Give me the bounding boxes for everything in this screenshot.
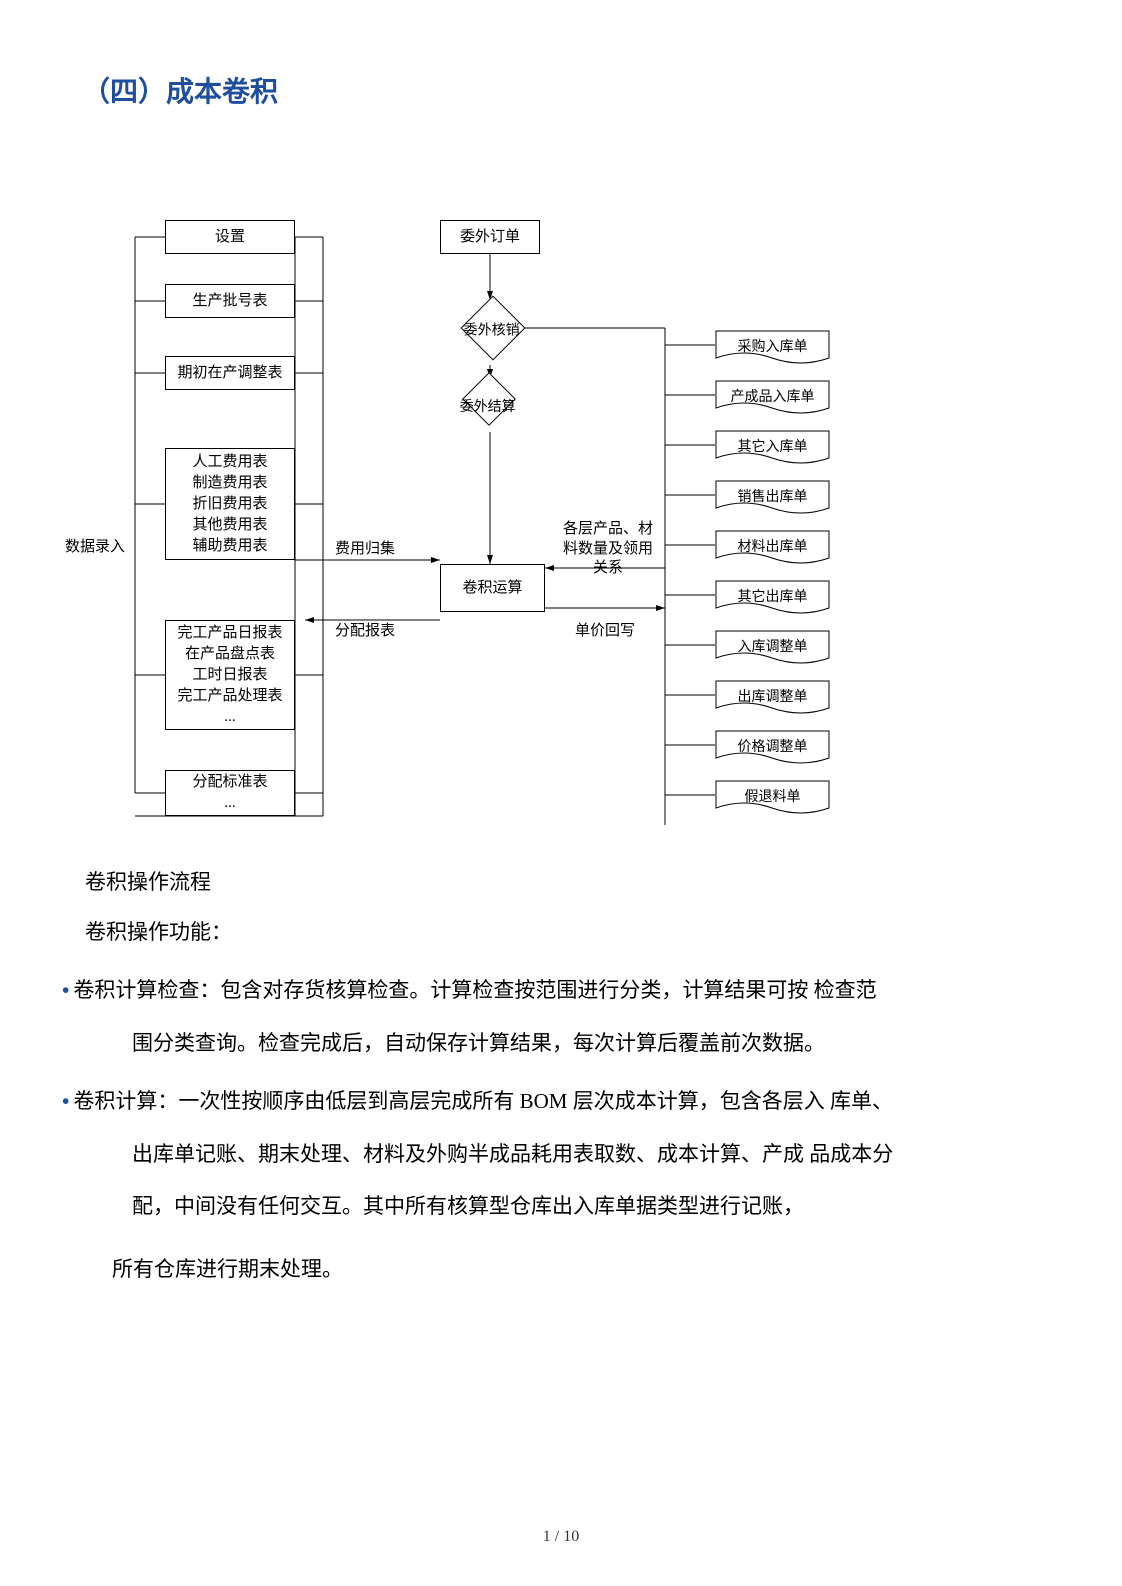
doc-shape: 价格调整单: [715, 730, 830, 766]
diagram-label: 费用归集: [335, 540, 395, 560]
doc-shape: 销售出库单: [715, 480, 830, 516]
doc-shape: 出库调整单: [715, 680, 830, 716]
left-box-2: 期初在产调整表: [165, 356, 295, 390]
bullet2-cont3: 所有仓库进行期末处理。: [112, 1243, 1022, 1296]
diagram-label: 单价回写: [575, 622, 635, 642]
diagram-label: 分配报表: [335, 622, 395, 642]
top-box: 委外订单: [440, 220, 540, 254]
bullet-1: •卷积计算检查：包含对存货核算检查。计算检查按范围进行分类，计算结果可按 检查范…: [62, 964, 1022, 1069]
bullet1-cont: 围分类查询。检查完成后，自动保存计算结果，每次计算后覆盖前次数据。: [132, 1017, 1022, 1070]
doc-shape: 假退料单: [715, 780, 830, 816]
diagram-label: 各层产品、材 料数量及领用 关系: [563, 520, 653, 579]
bullet1-text: 卷积计算检查：包含对存货核算检查。计算检查按范围进行分类，计算结果可按 检查范: [73, 978, 876, 1002]
left-box-5: 分配标准表 ...: [165, 770, 295, 816]
left-box-4: 完工产品日报表 在产品盘点表 工时日报表 完工产品处理表 ...: [165, 620, 295, 730]
left-box-1: 生产批号表: [165, 284, 295, 318]
doc-shape: 产成品入库单: [715, 380, 830, 416]
bullet2-cont1: 出库单记账、期末处理、材料及外购半成品耗用表取数、成本计算、产成 品成本分: [132, 1128, 1022, 1181]
doc-shape: 材料出库单: [715, 530, 830, 566]
doc-shape: 其它出库单: [715, 580, 830, 616]
left-bus-label: 数据录入: [65, 538, 125, 558]
bullet-2: •卷积计算：一次性按顺序由低层到高层完成所有 BOM 层次成本计算，包含各层入 …: [62, 1075, 1022, 1295]
bullet2-text: 卷积计算：一次性按顺序由低层到高层完成所有 BOM 层次成本计算，包含各层入 库…: [73, 1089, 893, 1113]
doc-shape: 其它入库单: [715, 430, 830, 466]
bullet-dot-icon: •: [62, 978, 69, 1002]
bullet-dot-icon: •: [62, 1089, 69, 1113]
left-box-0: 设置: [165, 220, 295, 254]
page-number: 1 / 10: [0, 1528, 1122, 1546]
left-box-3: 人工费用表 制造费用表 折旧费用表 其他费用表 辅助费用表: [165, 448, 295, 560]
page-title: （四）成本卷积: [82, 70, 278, 110]
bullet2-cont2: 配，中间没有任何交互。其中所有核算型仓库出入库单据类型进行记账，: [132, 1180, 1022, 1233]
subtitle-func: 卷积操作功能：: [85, 908, 232, 956]
center-box: 卷积运算: [440, 564, 545, 612]
subtitle-flow: 卷积操作流程: [85, 858, 211, 906]
doc-shape: 入库调整单: [715, 630, 830, 666]
doc-shape: 采购入库单: [715, 330, 830, 366]
flowchart-diagram: 数据录入 设置生产批号表期初在产调整表人工费用表 制造费用表 折旧费用表 其他费用…: [65, 210, 955, 840]
